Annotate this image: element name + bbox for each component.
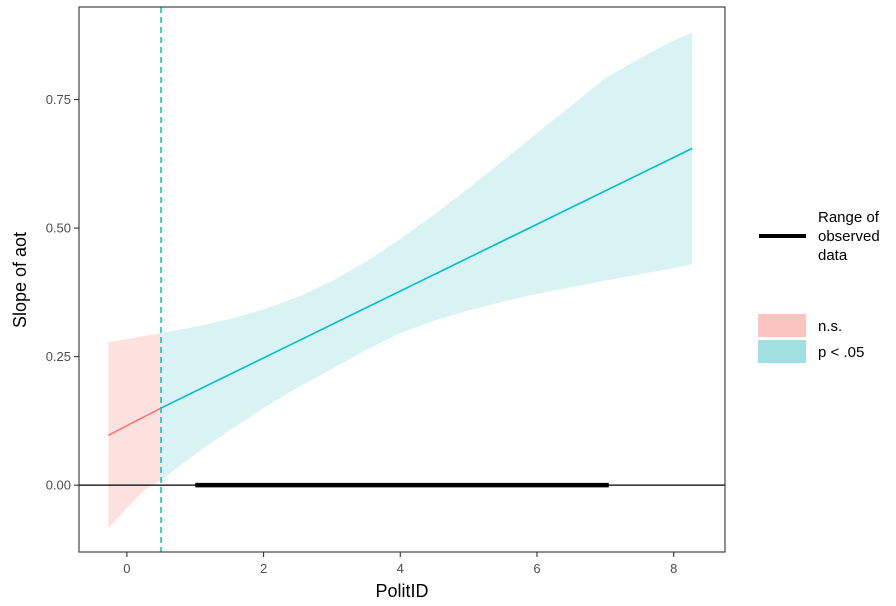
- y-tick-label: 0.50: [46, 221, 71, 236]
- y-axis: 0.00 0.25 0.50 0.75: [46, 92, 79, 493]
- slope-lines: [108, 147, 693, 436]
- x-axis: 0 2 4 6 8: [123, 552, 677, 576]
- y-axis-title: Slope of aot: [10, 232, 30, 328]
- plot-border: [78, 6, 726, 553]
- x-axis-title: PolitID: [375, 581, 428, 601]
- legend-label-range: data: [818, 247, 848, 264]
- x-tick-label: 0: [123, 561, 130, 576]
- y-tick-label: 0.25: [46, 349, 71, 364]
- x-tick-label: 6: [533, 561, 540, 576]
- legend-label-significant: p < .05: [818, 344, 864, 361]
- legend-label-range: observed: [818, 228, 880, 245]
- confidence-bands: [108, 32, 693, 528]
- legend: Range of observed data n.s. p < .05: [758, 209, 880, 363]
- legend-key-significant: [758, 340, 806, 363]
- x-tick-label: 4: [397, 561, 404, 576]
- plot-panel: [79, 7, 725, 552]
- confidence-band-ns: [108, 332, 162, 528]
- x-tick-label: 8: [670, 561, 677, 576]
- slope-line-ns: [108, 407, 162, 436]
- legend-key-ns: [758, 314, 806, 337]
- confidence-band-significant: [161, 32, 693, 481]
- y-tick-label: 0.00: [46, 478, 71, 493]
- legend-label-ns: n.s.: [818, 318, 842, 335]
- legend-label-range: Range of: [818, 209, 880, 226]
- x-tick-label: 2: [260, 561, 267, 576]
- y-tick-label: 0.75: [46, 92, 71, 107]
- slope-line-significant: [160, 147, 693, 409]
